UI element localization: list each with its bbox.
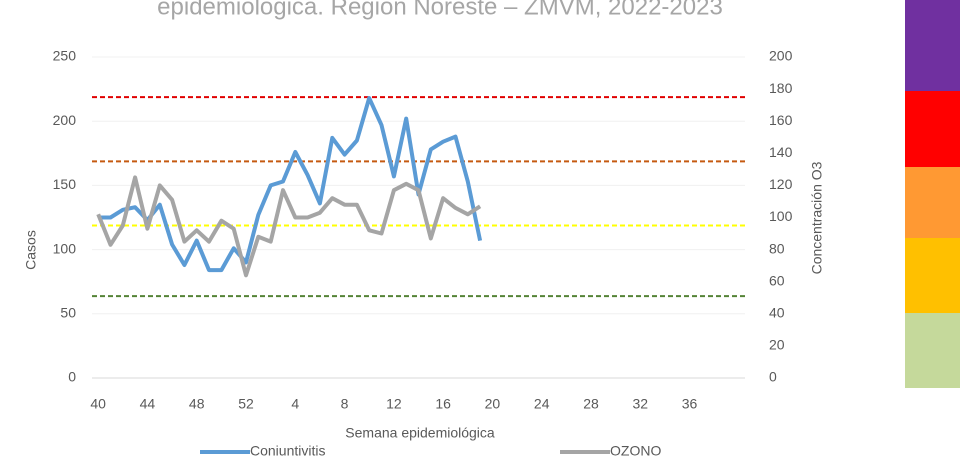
x-tick-label: 44 (140, 396, 156, 412)
x-tick-label: 52 (238, 396, 254, 412)
y-axis-label: Casos (23, 230, 39, 270)
x-tick-label: 8 (341, 396, 349, 412)
y2-axis-label: Concentración O3 (809, 161, 825, 274)
series-line (96, 175, 482, 278)
x-tick-label: 24 (534, 396, 550, 412)
x-tick-label: 36 (682, 396, 698, 412)
y-tick-label: 0 (68, 369, 76, 385)
x-axis-label: Semana epidemiológica (345, 425, 495, 441)
scale-block (905, 167, 960, 238)
x-tick-label: 40 (90, 396, 106, 412)
y2-tick-label: 160 (769, 112, 793, 128)
y2-tick-label: 0 (769, 369, 777, 385)
scale-block (905, 238, 960, 313)
x-tick-label: 12 (386, 396, 402, 412)
y2-tick-label: 20 (769, 337, 785, 353)
y-tick-label: 200 (53, 112, 77, 128)
y2-tick-label: 60 (769, 272, 785, 288)
scale-block (905, 313, 960, 388)
y-tick-label: 50 (60, 305, 76, 321)
y2-tick-label: 40 (769, 305, 785, 321)
x-tick-label: 16 (435, 396, 451, 412)
x-tick-label: 48 (189, 396, 205, 412)
y2-tick-label: 140 (769, 144, 793, 160)
y2-tick-label: 180 (769, 80, 793, 96)
y-tick-label: 100 (53, 240, 77, 256)
legend-label: Coniuntivitis (250, 443, 325, 459)
y-tick-label: 250 (53, 48, 77, 64)
x-tick-label: 32 (632, 396, 648, 412)
y-tick-label: 150 (53, 176, 77, 192)
x-tick-label: 20 (485, 396, 501, 412)
y2-tick-label: 200 (769, 48, 793, 64)
legend-label: OZONO (610, 443, 661, 459)
y2-tick-label: 120 (769, 176, 793, 192)
chart-title: epidemiológica. Región Noreste – ZMVM, 2… (157, 0, 723, 20)
x-tick-label: 4 (291, 396, 299, 412)
scale-block (905, 91, 960, 167)
x-tick-label: 28 (583, 396, 599, 412)
y2-tick-label: 100 (769, 208, 793, 224)
y2-tick-label: 80 (769, 240, 785, 256)
series-line (98, 96, 483, 273)
scale-block (905, 0, 960, 91)
